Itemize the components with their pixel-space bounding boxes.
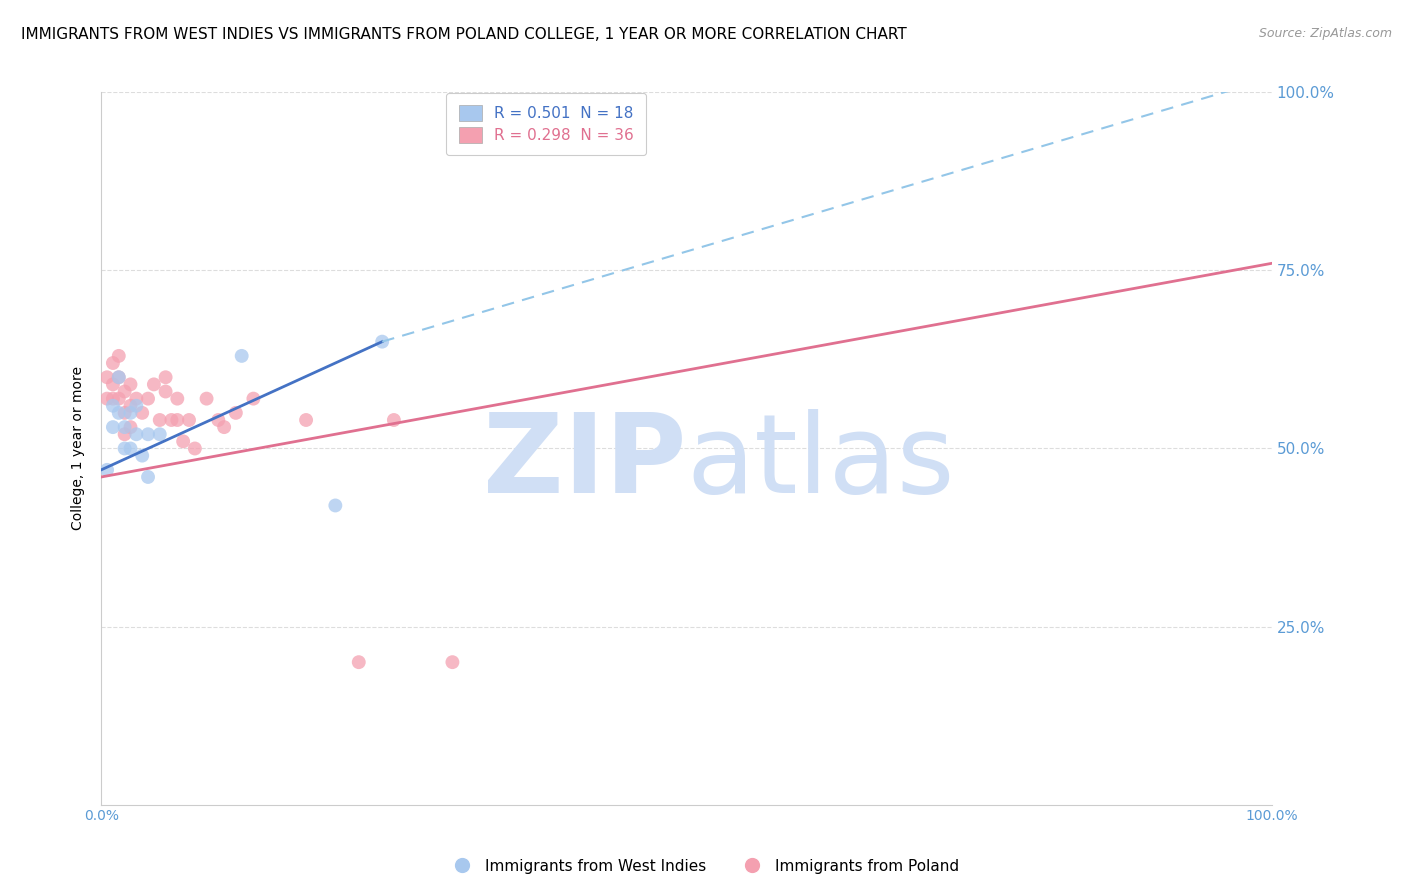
Point [114, 427, 136, 442]
Point [101, 377, 124, 392]
Point [177, 413, 200, 427]
Point [114, 406, 136, 420]
Point [207, 413, 229, 427]
Point [136, 470, 159, 484]
Point [125, 427, 148, 442]
Point [131, 406, 153, 420]
Point [441, 655, 464, 669]
Point [101, 420, 124, 434]
Point [231, 349, 253, 363]
Point [225, 406, 247, 420]
Text: Source: ZipAtlas.com: Source: ZipAtlas.com [1258, 27, 1392, 40]
Point [96, 392, 118, 406]
Point [120, 406, 142, 420]
Y-axis label: College, 1 year or more: College, 1 year or more [72, 367, 86, 531]
Legend: Immigrants from West Indies, Immigrants from Poland: Immigrants from West Indies, Immigrants … [440, 853, 966, 880]
Text: ZIP: ZIP [484, 409, 686, 516]
Point [184, 442, 207, 456]
Point [107, 349, 129, 363]
Point [114, 420, 136, 434]
Point [160, 413, 183, 427]
Point [101, 392, 124, 406]
Legend: R = 0.501  N = 18, R = 0.298  N = 36: R = 0.501 N = 18, R = 0.298 N = 36 [447, 93, 645, 155]
Point [172, 434, 194, 449]
Point [114, 384, 136, 399]
Point [101, 399, 124, 413]
Point [325, 499, 347, 513]
Text: IMMIGRANTS FROM WEST INDIES VS IMMIGRANTS FROM POLAND COLLEGE, 1 YEAR OR MORE CO: IMMIGRANTS FROM WEST INDIES VS IMMIGRANT… [21, 27, 907, 42]
Point [96, 463, 118, 477]
Point [382, 413, 405, 427]
Point [107, 370, 129, 384]
Point [136, 427, 159, 442]
Point [136, 392, 159, 406]
Text: atlas: atlas [686, 409, 955, 516]
Point [131, 449, 153, 463]
Point [295, 413, 318, 427]
Point [149, 413, 172, 427]
Point [120, 399, 142, 413]
Point [155, 370, 177, 384]
Point [125, 399, 148, 413]
Point [107, 392, 129, 406]
Point [120, 420, 142, 434]
Point [212, 420, 235, 434]
Point [242, 392, 264, 406]
Point [125, 392, 148, 406]
Point [107, 370, 129, 384]
Point [120, 442, 142, 456]
Point [149, 427, 172, 442]
Point [142, 377, 165, 392]
Point [101, 356, 124, 370]
Point [347, 655, 370, 669]
Point [166, 413, 188, 427]
Point [371, 334, 394, 349]
Point [166, 392, 188, 406]
Point [155, 384, 177, 399]
Point [96, 370, 118, 384]
Point [114, 442, 136, 456]
Point [107, 406, 129, 420]
Point [195, 392, 218, 406]
Point [120, 377, 142, 392]
